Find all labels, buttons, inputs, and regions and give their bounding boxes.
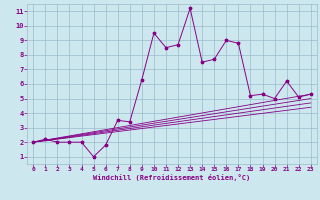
X-axis label: Windchill (Refroidissement éolien,°C): Windchill (Refroidissement éolien,°C): [93, 174, 251, 181]
